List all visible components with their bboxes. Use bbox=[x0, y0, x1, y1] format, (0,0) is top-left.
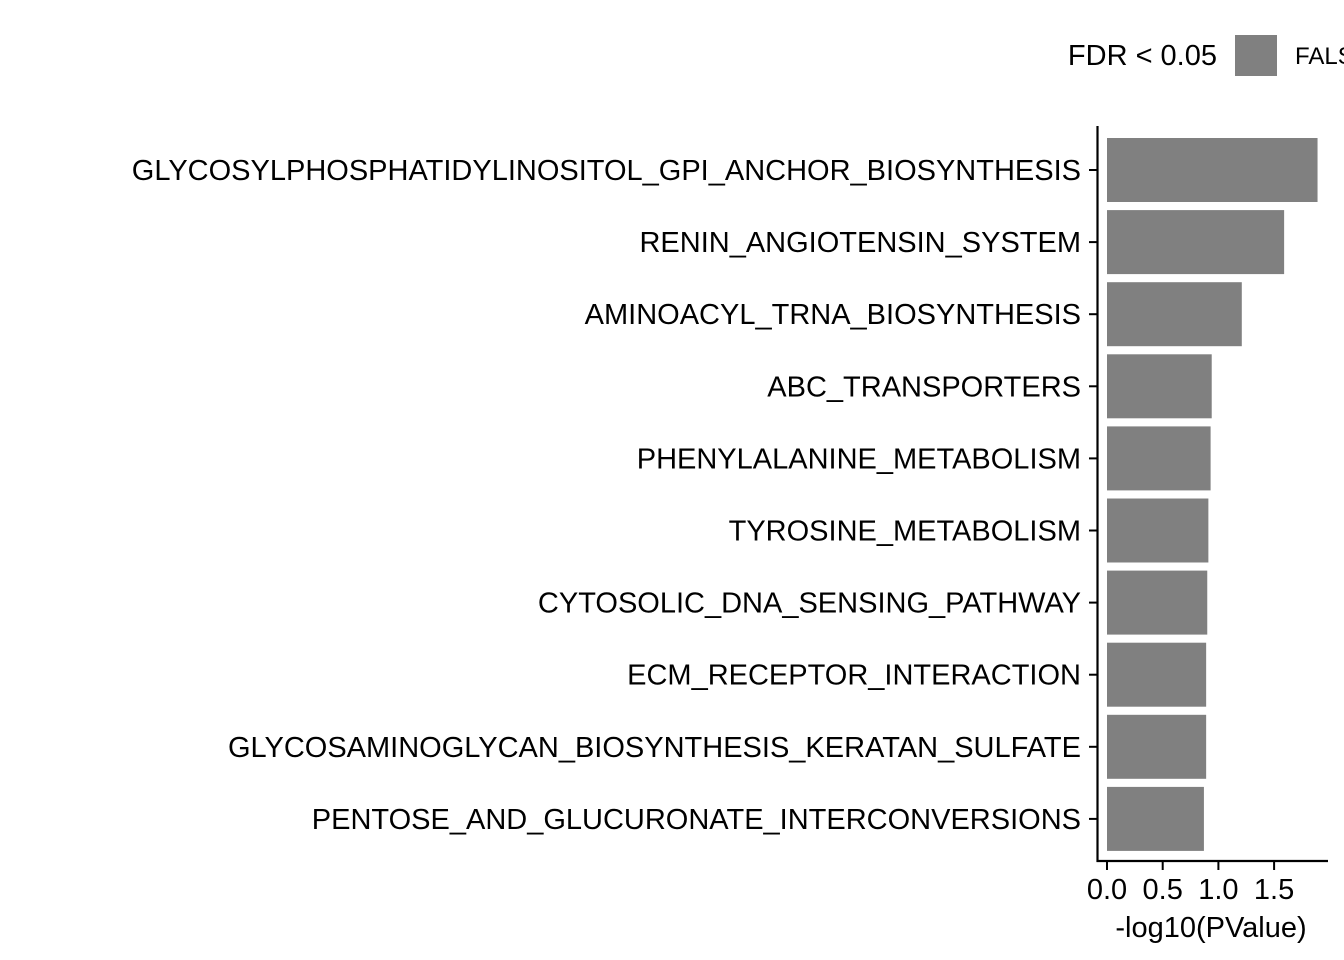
category-label-pentose-and-glucuronate-interconversions: PENTOSE_AND_GLUCURONATE_INTERCONVERSIONS bbox=[312, 804, 1081, 836]
bar-renin-angiotensin-system bbox=[1107, 210, 1285, 275]
y-axis-ticks bbox=[1089, 169, 1097, 820]
category-label-renin-angiotensin-system: RENIN_ANGIOTENSIN_SYSTEM bbox=[639, 227, 1081, 259]
legend-title: FDR < 0.05 bbox=[1068, 40, 1217, 72]
legend-key-false bbox=[1235, 35, 1277, 76]
category-label-aminoacyl-trna-biosynthesis: AMINOACYL_TRNA_BIOSYNTHESIS bbox=[585, 299, 1081, 331]
category-label-glycosaminoglycan-biosynthesis-keratan-sulfate: GLYCOSAMINOGLYCAN_BIOSYNTHESIS_KERATAN_S… bbox=[228, 732, 1081, 764]
bar-glycosylphosphatidylinositol-gpi-anchor-biosynthesis bbox=[1107, 138, 1318, 202]
x-tick-label: 1.5 bbox=[1254, 874, 1294, 906]
category-label-phenylalanine-metabolism: PHENYLALANINE_METABOLISM bbox=[637, 443, 1081, 475]
bar-pentose-and-glucuronate-interconversions bbox=[1107, 786, 1204, 851]
category-label-cytosolic-dna-sensing-pathway: CYTOSOLIC_DNA_SENSING_PATHWAY bbox=[538, 588, 1081, 620]
bar-glycosaminoglycan-biosynthesis-keratan-sulfate bbox=[1107, 714, 1207, 779]
bar-ecm-receptor-interaction bbox=[1107, 642, 1207, 707]
legend: FDR < 0.05 FALSE bbox=[1068, 35, 1344, 76]
legend-label-false: FALSE bbox=[1295, 43, 1344, 70]
bar-tyrosine-metabolism bbox=[1107, 498, 1209, 563]
bar-phenylalanine-metabolism bbox=[1107, 426, 1211, 491]
x-tick-label: 0.0 bbox=[1087, 874, 1127, 906]
bar-aminoacyl-trna-biosynthesis bbox=[1107, 282, 1242, 347]
bars-group bbox=[1107, 138, 1318, 851]
x-tick-label: 0.5 bbox=[1143, 874, 1183, 906]
category-label-abc-transporters: ABC_TRANSPORTERS bbox=[767, 371, 1081, 403]
x-axis-title: -log10(PValue) bbox=[1115, 912, 1306, 944]
x-tick-label: 1.0 bbox=[1198, 874, 1238, 906]
category-label-tyrosine-metabolism: TYROSINE_METABOLISM bbox=[729, 516, 1081, 548]
category-label-ecm-receptor-interaction: ECM_RECEPTOR_INTERACTION bbox=[627, 660, 1081, 692]
category-labels: GLYCOSYLPHOSPHATIDYLINOSITOL_GPI_ANCHOR_… bbox=[132, 155, 1081, 836]
category-label-glycosylphosphatidylinositol-gpi-anchor-biosynthesis: GLYCOSYLPHOSPHATIDYLINOSITOL_GPI_ANCHOR_… bbox=[132, 155, 1081, 187]
x-axis-ticks: 0.0 0.5 1.0 1.5 bbox=[1087, 862, 1294, 906]
bar-abc-transporters bbox=[1107, 354, 1212, 419]
bar-cytosolic-dna-sensing-pathway bbox=[1107, 570, 1208, 635]
